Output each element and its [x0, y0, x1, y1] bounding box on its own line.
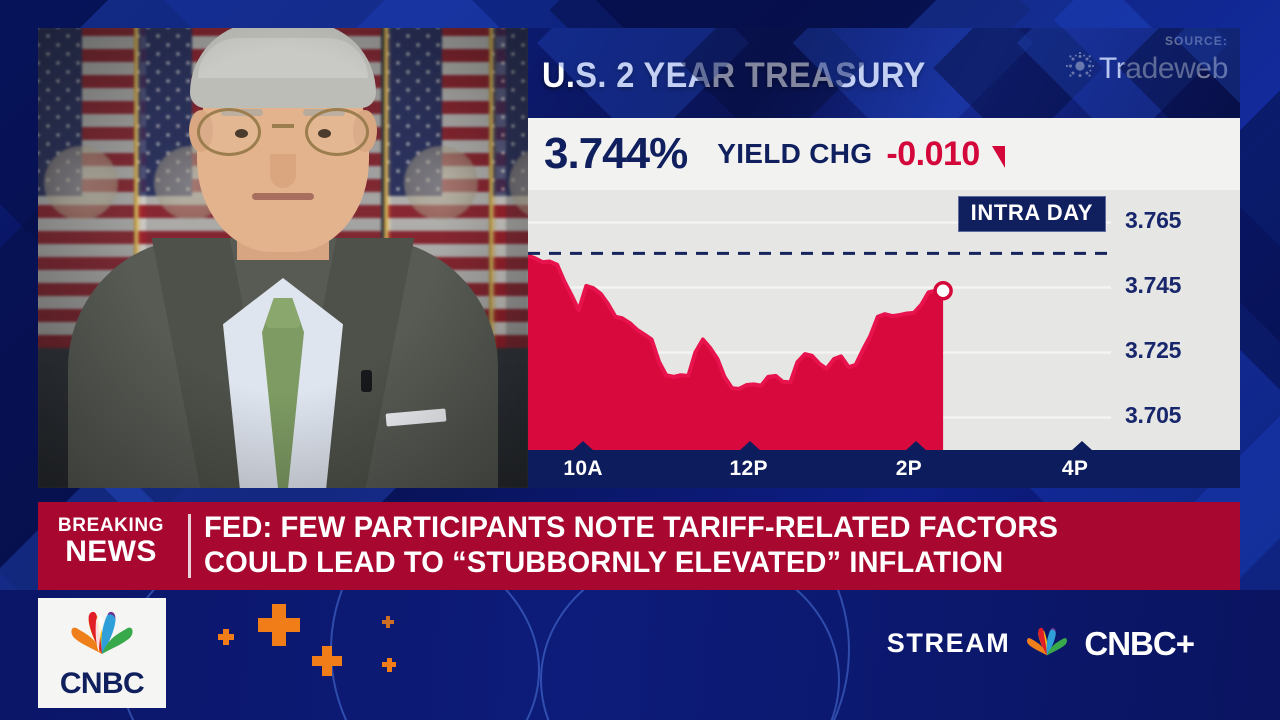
x-axis-tick: 10A — [563, 457, 603, 480]
quote-row: 3.744% YIELD CHG -0.010 — [528, 118, 1240, 190]
x-axis-tick: 12P — [729, 457, 768, 480]
x-axis-tick-marker — [572, 441, 595, 451]
breaking-kicker-line1: BREAKING — [57, 515, 165, 536]
intraday-chart: INTRA DAY 3.765 3.745 3.725 3.705 10A 12P 2P 4… — [528, 190, 1240, 488]
headline-line-2: COULD LEAD TO “STUBBORNLY ELEVATED” INFL… — [204, 546, 1004, 579]
anchor-figure — [48, 28, 518, 488]
peacock-icon — [67, 606, 137, 663]
x-axis-tick-marker — [1070, 441, 1093, 451]
y-axis-tick: 3.705 — [1125, 401, 1182, 428]
chart-x-axis: 10A 12P 2P 4P — [528, 441, 1240, 488]
headline-text: FED: FEW PARTICIPANTS NOTE TARIFF-RELATE… — [204, 510, 1199, 580]
breaking-news-badge: BREAKING NEWS — [52, 514, 170, 578]
range-badge: INTRA DAY — [957, 196, 1106, 232]
cnbc-wordmark: CNBC — [59, 666, 145, 700]
y-axis-tick: 3.725 — [1125, 336, 1182, 363]
chart-plot-area — [528, 190, 1111, 450]
breaking-news-banner: BREAKING NEWS FED: FEW PARTICIPANTS NOTE… — [38, 502, 1240, 590]
x-axis-tick: 2P — [895, 457, 922, 480]
peacock-icon-small — [1024, 624, 1070, 663]
graphic-header: U.S. 2 YEAR TREASURY SOURCE: — [528, 28, 1240, 118]
yield-change-value: -0.010 — [886, 134, 980, 173]
cnbc-logo: CNBC — [38, 598, 166, 708]
market-graphic-panel: U.S. 2 YEAR TREASURY SOURCE: — [528, 28, 1240, 488]
chart-y-axis: 3.765 3.745 3.725 3.705 — [1111, 190, 1240, 450]
yield-change-label: YIELD CHG — [717, 138, 873, 169]
x-axis-tick-marker — [904, 441, 927, 451]
y-axis-tick: 3.745 — [1125, 271, 1182, 298]
x-axis-tick: 4P — [1061, 457, 1089, 480]
x-axis-tick-marker — [738, 441, 761, 451]
glasses-icon — [195, 108, 371, 156]
yield-value: 3.744% — [544, 129, 688, 178]
bottom-bar: CNBC STREAM CNBC+ — [0, 590, 1280, 720]
breaking-kicker-line2: NEWS — [65, 535, 157, 568]
y-axis-tick: 3.765 — [1125, 206, 1182, 233]
stream-promo[interactable]: STREAM CNBC+ — [886, 624, 1195, 663]
video-feed — [38, 28, 528, 488]
stream-label: STREAM — [886, 628, 1011, 658]
lapel-mic-icon — [361, 370, 372, 392]
badge-divider — [188, 514, 191, 578]
headline-line-1: FED: FEW PARTICIPANTS NOTE TARIFF-RELATE… — [204, 511, 1059, 544]
cnbc-plus-wordmark: CNBC+ — [1084, 624, 1195, 662]
down-triangle-icon — [991, 146, 1005, 168]
